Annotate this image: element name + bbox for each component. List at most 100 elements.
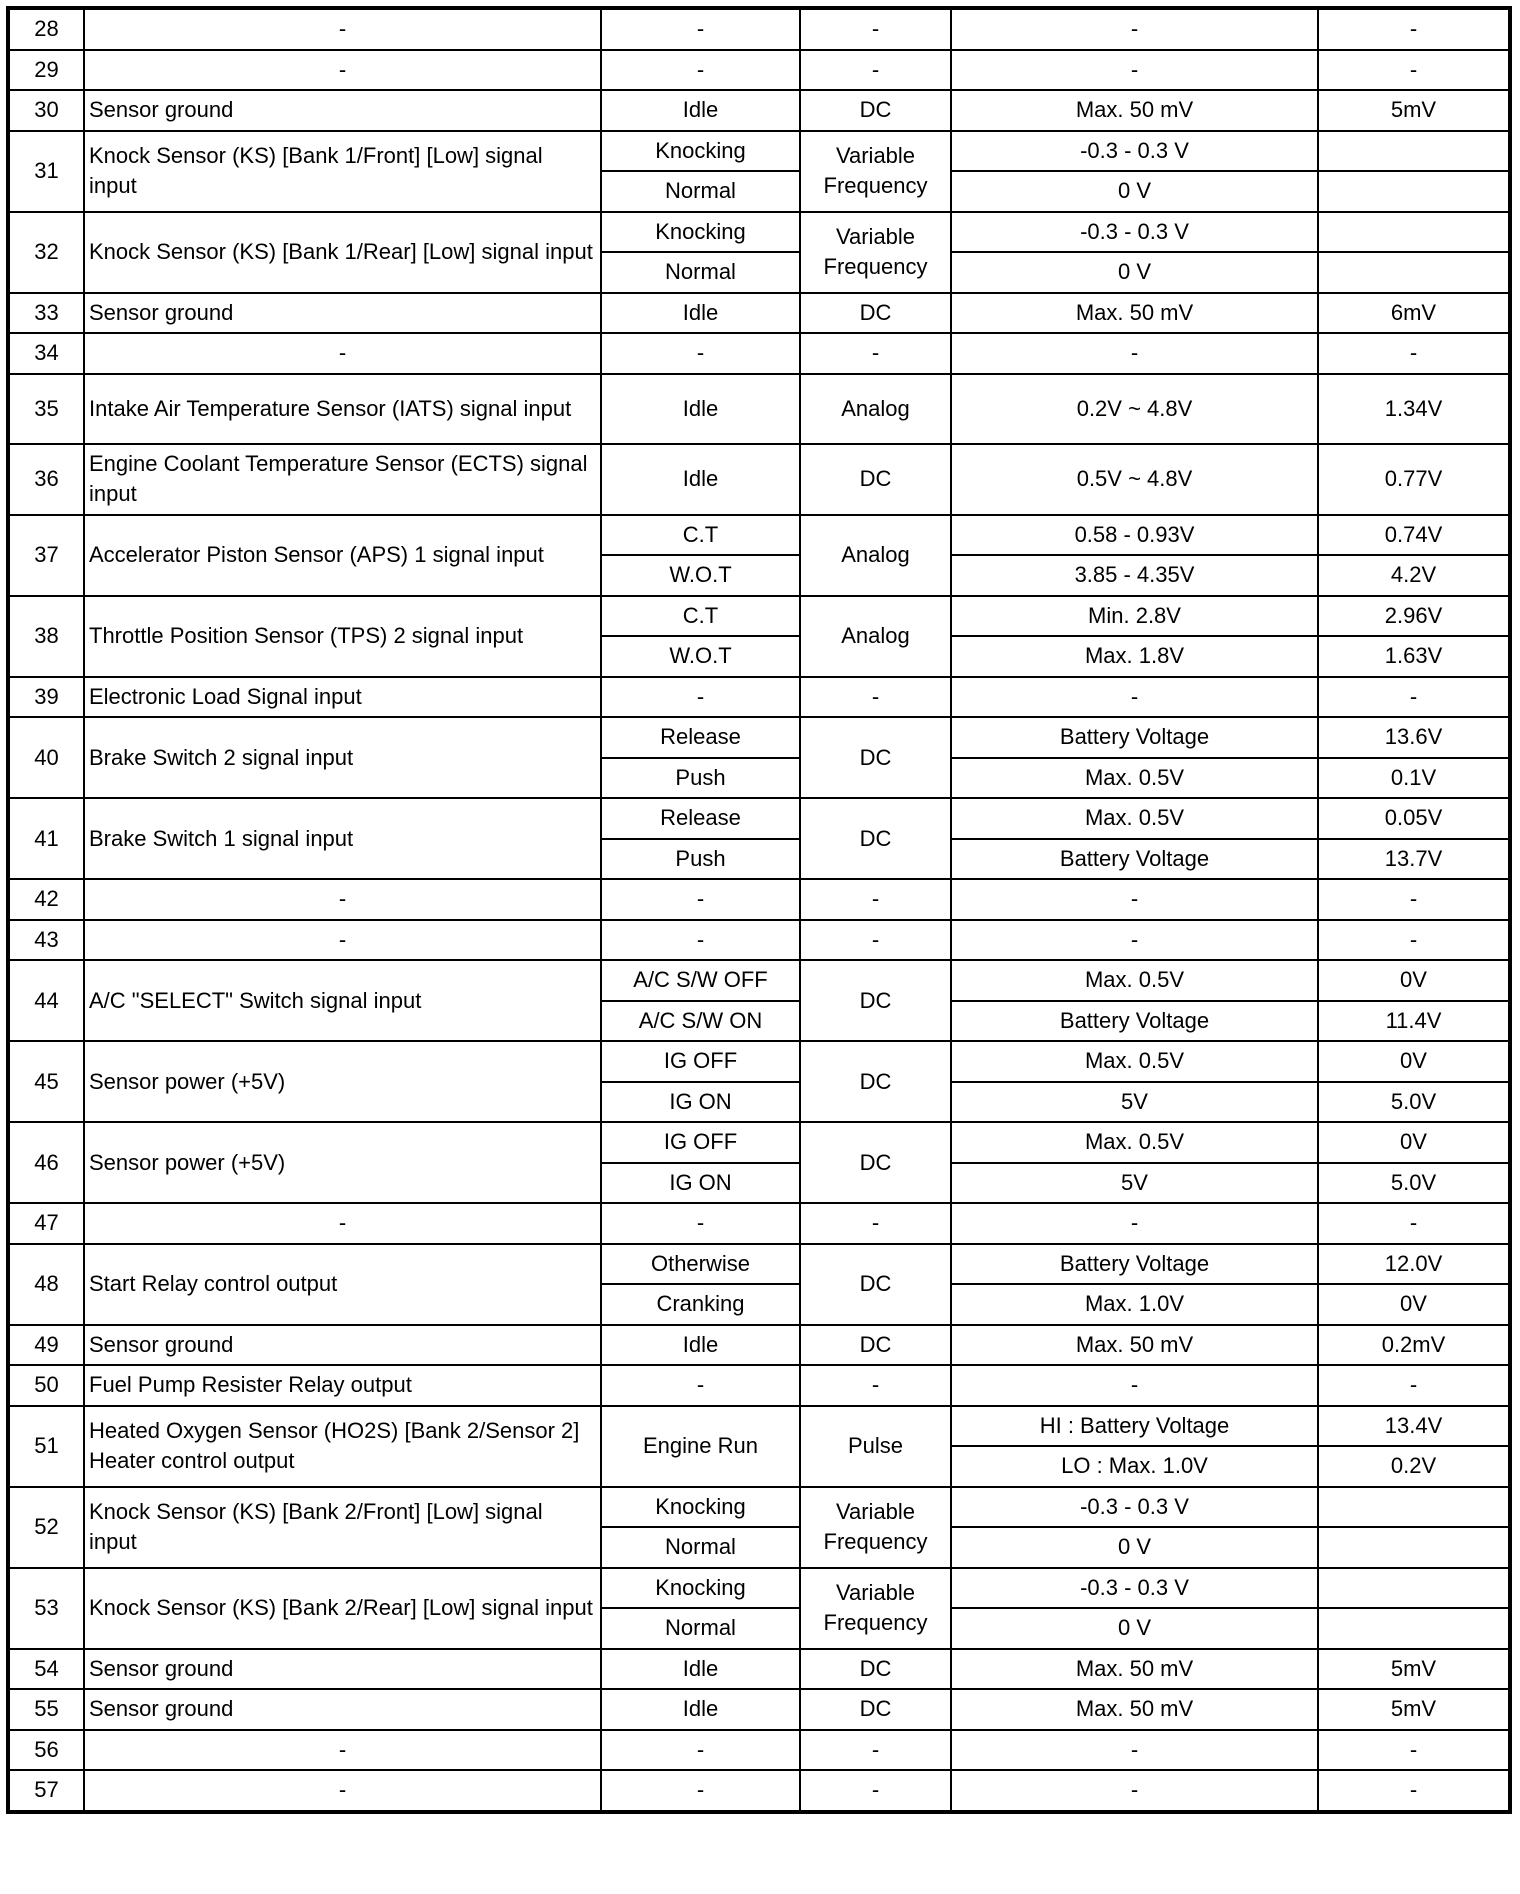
specification: 0 V	[950, 1526, 1319, 1569]
pin-number: 34	[7, 332, 85, 375]
specification: Max. 0.5V	[950, 959, 1319, 1002]
measured-value: 0.74V	[1317, 513, 1511, 556]
signal-type: DC	[799, 959, 952, 1042]
measured-value: -	[1317, 1769, 1511, 1813]
specification: -	[950, 1769, 1319, 1813]
pin-number: 41	[7, 797, 85, 880]
condition: A/C S/W OFF	[600, 959, 801, 1002]
signal-type: DC	[799, 1121, 952, 1204]
measured-value: 5.0V	[1317, 1080, 1511, 1123]
signal-type: -	[799, 1769, 952, 1813]
pin-number: 38	[7, 594, 85, 678]
measured-value: 0V	[1317, 1040, 1511, 1083]
pin-spec-table: 28- - - - -29- - - - -30 Sensor ground Idle DC Max. …	[6, 6, 1512, 1814]
table-row: 34- - - - -	[7, 332, 1511, 375]
pin-number: 29	[7, 48, 85, 91]
measured-value: -	[1317, 1202, 1511, 1245]
table-row: 53 Knock Sensor (KS) [Bank 2/Rear] [Low] …	[7, 1566, 1511, 1650]
pin-description: Heated Oxygen Sensor (HO2S) [Bank 2/Sens…	[83, 1404, 602, 1488]
pin-number: 44	[7, 959, 85, 1042]
measured-value	[1317, 170, 1511, 213]
signal-type: Pulse	[799, 1404, 952, 1488]
specification: Max. 50 mV	[950, 89, 1319, 132]
table-row: 49 Sensor ground Idle DC Max. 50 mV 0.2mV	[7, 1323, 1511, 1366]
pin-number: 30	[7, 89, 85, 132]
specification: 0 V	[950, 251, 1319, 294]
condition: Idle	[600, 89, 801, 132]
signal-type: -	[799, 1202, 952, 1245]
table-row: 52 Knock Sensor (KS) [Bank 2/Front] [Low]…	[7, 1485, 1511, 1569]
pin-number: 51	[7, 1404, 85, 1488]
pin-number: 31	[7, 129, 85, 213]
measured-value: 4.2V	[1317, 554, 1511, 597]
pin-number: 57	[7, 1769, 85, 1813]
condition: -	[600, 878, 801, 921]
condition: Cranking	[600, 1283, 801, 1326]
table-row: 29- - - - -	[7, 48, 1511, 91]
table-row: 51 Heated Oxygen Sensor (HO2S) [Bank 2/Se…	[7, 1404, 1511, 1488]
condition: Release	[600, 716, 801, 759]
measured-value: 0V	[1317, 959, 1511, 1002]
pin-description: Accelerator Piston Sensor (APS) 1 signal…	[83, 513, 602, 597]
pin-description: -	[83, 332, 602, 375]
condition: Idle	[600, 372, 801, 445]
specification: Battery Voltage	[950, 1242, 1319, 1285]
table-row: LO : Max. 1.0V 0.2V	[8, 1445, 1511, 1488]
pin-number: 55	[7, 1688, 85, 1731]
pin-number: 39	[7, 675, 85, 718]
specification: 3.85 - 4.35V	[950, 554, 1319, 597]
measured-value: 11.4V	[1317, 999, 1511, 1042]
pin-number: 54	[7, 1647, 85, 1690]
table-row: IG ON 5V 5.0V	[8, 1161, 1511, 1204]
condition: Knocking	[600, 1566, 801, 1609]
pin-description: -	[83, 1769, 602, 1813]
table-row: 57- - - - -	[7, 1769, 1511, 1813]
specification: -	[950, 675, 1319, 718]
table-row: 32 Knock Sensor (KS) [Bank 1/Rear] [Low] …	[7, 210, 1511, 294]
specification: 0.2V ~ 4.8V	[950, 372, 1319, 445]
signal-type: Variable Frequency	[799, 210, 952, 294]
specification: -	[950, 878, 1319, 921]
condition: -	[600, 7, 801, 51]
table-row: 45 Sensor power (+5V) IG OFF DC Max. 0.5V 0V	[7, 1040, 1511, 1123]
table-row: 48 Start Relay control output Otherwise DC B…	[7, 1242, 1511, 1326]
signal-type: DC	[799, 1040, 952, 1123]
specification: Max. 50 mV	[950, 291, 1319, 334]
pin-description: Sensor ground	[83, 1647, 602, 1690]
pin-number: 45	[7, 1040, 85, 1123]
condition: Release	[600, 797, 801, 840]
measured-value: 5mV	[1317, 1688, 1511, 1731]
pin-description: -	[83, 48, 602, 91]
condition: Idle	[600, 1688, 801, 1731]
condition: Knocking	[600, 1485, 801, 1528]
specification: 0.58 - 0.93V	[950, 513, 1319, 556]
table-row: Push Max. 0.5V 0.1V	[8, 756, 1511, 799]
specification: Max. 1.0V	[950, 1283, 1319, 1326]
specification: -	[950, 1728, 1319, 1771]
measured-value	[1317, 1607, 1511, 1650]
measured-value: 0.05V	[1317, 797, 1511, 840]
specification: -	[950, 48, 1319, 91]
pin-description: Sensor ground	[83, 291, 602, 334]
pin-number: 43	[7, 918, 85, 961]
pin-number: 35	[7, 372, 85, 445]
table-row: 41 Brake Switch 1 signal input Release DC Ma…	[7, 797, 1511, 880]
measured-value: -	[1317, 675, 1511, 718]
condition: -	[600, 675, 801, 718]
specification: 0.5V ~ 4.8V	[950, 443, 1319, 516]
measured-value: 0V	[1317, 1121, 1511, 1164]
signal-type: -	[799, 1364, 952, 1407]
pin-number: 47	[7, 1202, 85, 1245]
specification: Max. 0.5V	[950, 797, 1319, 840]
pin-description: Sensor ground	[83, 1688, 602, 1731]
specification: Min. 2.8V	[950, 594, 1319, 637]
measured-value	[1317, 210, 1511, 253]
pin-number: 42	[7, 878, 85, 921]
table-row: 28- - - - -	[7, 7, 1511, 51]
specification: Max. 0.5V	[950, 1121, 1319, 1164]
pin-description: -	[83, 1202, 602, 1245]
specification: Battery Voltage	[950, 999, 1319, 1042]
signal-type: -	[799, 878, 952, 921]
measured-value	[1317, 1526, 1511, 1569]
specification: -	[950, 918, 1319, 961]
